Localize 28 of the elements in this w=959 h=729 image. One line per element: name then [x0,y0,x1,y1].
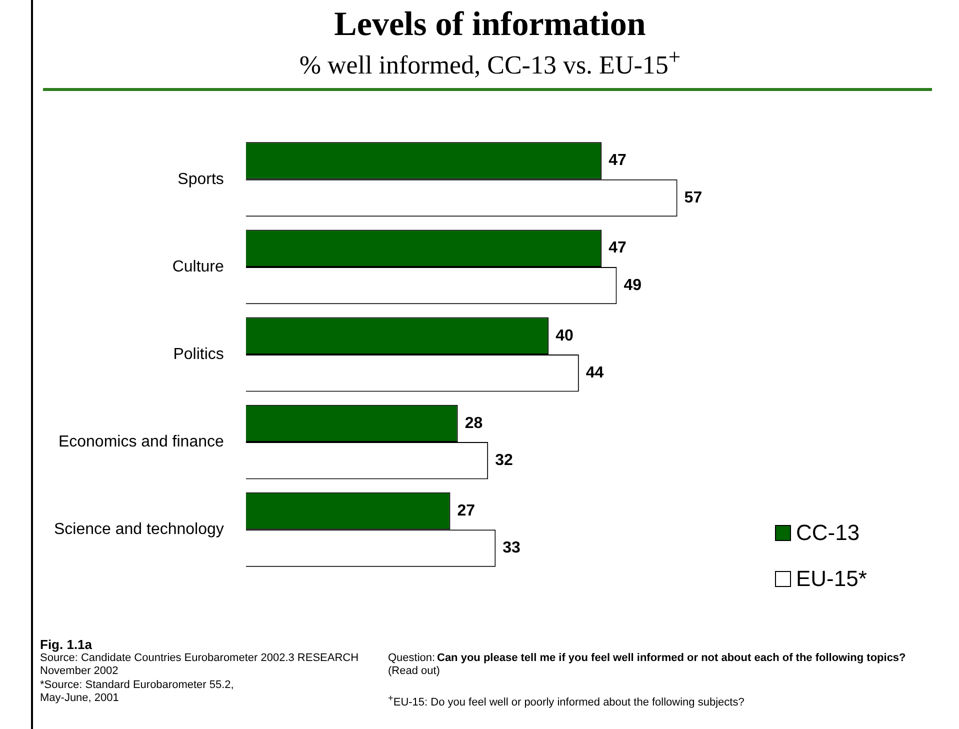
source-note: Source: Candidate Countries Eurobarometer 2002.3 RESEARCH [40,652,359,665]
data-label: 33 [502,540,521,557]
chart-subtitle: % well informed, CC-13 vs. EU-15$^{+}$ [298,45,682,81]
y-tick-label: Politics [173,346,224,363]
text: Can you please tell me if you feel well informed or not about each of the following topics? [437,652,906,665]
y-tick-label: Economics and finance [58,433,224,450]
data-label: 47 [608,152,627,170]
y-tick-label: Culture [172,258,224,276]
text: (Read out) [388,665,440,678]
caption: Fig. 1.1a [40,637,92,652]
data-label: 47 [608,240,627,257]
text: EU-15* [796,566,867,592]
data-label: 40 [556,327,574,344]
data-label: 49 [624,276,642,294]
data-label: 32 [495,452,513,470]
data-label: 44 [586,364,604,382]
data-label: 27 [457,502,476,520]
text: Question: [388,652,436,665]
y-tick-label: Science and technology [54,521,224,538]
data-label: 57 [684,189,702,206]
chart-title: Levels of information [333,6,647,44]
text: November 2002 [40,665,118,678]
data-label: 28 [464,414,483,432]
text: $^{+}$EU-15: Do you feel well or poorly informed about the following subjects? [388,692,744,710]
text: *Source: Standard Eurobarometer 55.2, [40,679,234,692]
text: May-June, 2001 [40,692,119,705]
y-tick-label: Sports [178,170,224,188]
legend-label: CC-13 [796,520,860,546]
